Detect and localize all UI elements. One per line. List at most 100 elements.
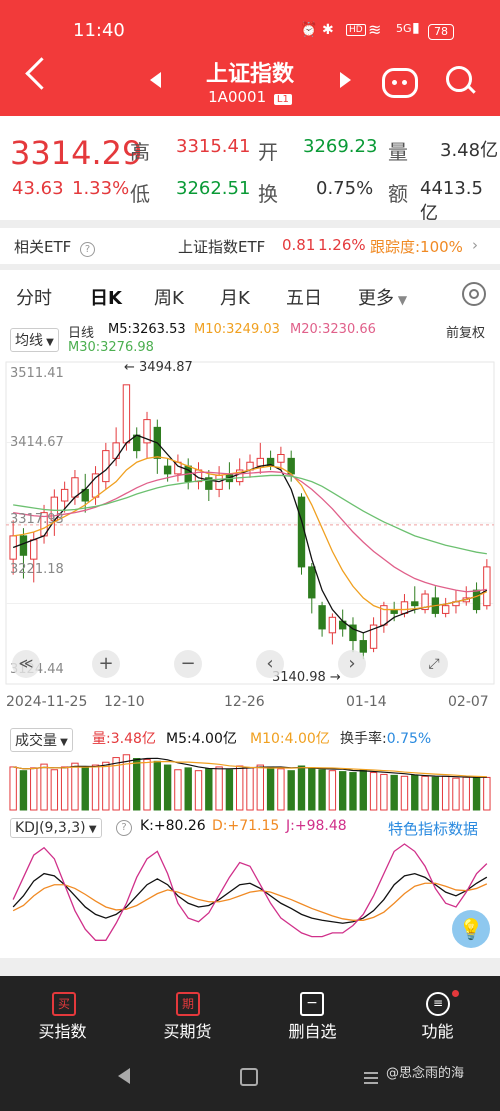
ma30-value: M30:3276.98: [68, 340, 154, 355]
network-label: 5G: [396, 22, 412, 35]
tab-weekly-k[interactable]: 周K: [154, 288, 184, 309]
zoom-out-icon[interactable]: −: [174, 650, 202, 678]
remove-watchlist-button[interactable]: 删自选: [288, 1022, 337, 1041]
candle: [102, 450, 110, 483]
volume-bar: [431, 776, 440, 811]
chevron-right-icon[interactable]: ›: [472, 236, 478, 254]
zoom-in-icon[interactable]: +: [92, 650, 120, 678]
ma-selector[interactable]: 均线 ▼: [10, 328, 59, 352]
etf-name[interactable]: 上证指数ETF: [178, 238, 266, 256]
volume-bar: [421, 775, 429, 811]
scroll-left-icon[interactable]: ‹: [256, 650, 284, 678]
price-axis-label: 3221.18: [10, 562, 64, 577]
tab-intraday[interactable]: 分时: [16, 288, 52, 309]
tab-daily-k[interactable]: 日K: [90, 288, 122, 309]
next-stock-icon[interactable]: [340, 72, 351, 88]
volume-bar: [483, 776, 491, 811]
volume-bar: [112, 757, 120, 811]
volume-bar: [277, 768, 285, 811]
caret-down-icon: ▼: [394, 293, 408, 307]
ma-period: 日线: [68, 326, 95, 341]
volume-bar: [102, 761, 110, 811]
volume-bar: [122, 754, 131, 811]
volume-selector[interactable]: 成交量 ▼: [10, 728, 73, 752]
related-etf-label: 相关ETF: [14, 238, 72, 256]
help-icon[interactable]: ?: [116, 820, 132, 836]
search-icon[interactable]: [446, 66, 476, 94]
prev-stock-icon[interactable]: [150, 72, 161, 88]
low-annotation-value: 3140.98: [272, 670, 326, 685]
volume-bar: [308, 767, 316, 811]
nav-menu-icon[interactable]: [364, 1072, 378, 1074]
volume-bar: [60, 766, 69, 811]
rewind-icon[interactable]: ≪: [12, 650, 40, 678]
volume-bar: [9, 766, 17, 811]
nav-home-icon[interactable]: [240, 1068, 258, 1086]
volume-selector-label: 成交量: [15, 733, 57, 749]
tab-five-day[interactable]: 五日: [286, 288, 322, 309]
function-menu-icon[interactable]: ≡: [426, 992, 450, 1016]
remove-watchlist-icon[interactable]: −: [300, 992, 324, 1016]
candle: [236, 469, 244, 483]
volume-bar: [287, 770, 295, 811]
bottom-action-bar: 买 买指数 期 买期货 − 删自选 ≡ 功能 @思念雨的海: [0, 976, 500, 1111]
feature-indicator-link[interactable]: 特色指标数据: [388, 820, 479, 838]
watermark: @思念雨的海: [386, 1066, 465, 1081]
kdj-k: K:+80.26: [140, 818, 206, 834]
kdj-chart[interactable]: [0, 840, 500, 950]
volume-bar: [163, 764, 172, 811]
tip-bulb-icon[interactable]: 💡: [452, 910, 490, 948]
function-button[interactable]: 功能: [421, 1022, 454, 1041]
buy-futures-icon[interactable]: 期: [176, 992, 200, 1016]
volume-bar: [472, 776, 481, 811]
open-label: 开: [258, 140, 278, 164]
help-icon[interactable]: ?: [80, 242, 96, 257]
volume-chart[interactable]: [0, 750, 500, 812]
volume-bar: [205, 768, 213, 811]
candle: [256, 457, 264, 467]
volume-bar: [246, 767, 254, 811]
buy-index-icon[interactable]: 买: [52, 992, 76, 1016]
fullscreen-icon[interactable]: ⤢: [420, 650, 448, 678]
ma-line-m30: [13, 474, 487, 555]
etf-row-label[interactable]: 相关ETF ?: [14, 236, 96, 257]
volume-bar: [225, 769, 234, 811]
tab-more[interactable]: 更多 ▼: [358, 284, 407, 310]
ma-line-m10: [13, 456, 488, 611]
ma10-value: M10:3249.03: [194, 322, 280, 337]
volume-bar: [143, 758, 151, 811]
low-value: 3262.51: [176, 178, 251, 199]
candle: [483, 566, 491, 607]
high-annotation: ← 3494.87: [124, 360, 193, 375]
divider: [0, 220, 500, 228]
volume-bar: [215, 766, 223, 811]
settings-icon[interactable]: [462, 282, 486, 306]
volume-bar: [194, 770, 203, 811]
volume-bar: [400, 775, 409, 811]
volume-bar: [338, 771, 347, 811]
price-change: 43.63: [12, 178, 64, 199]
volume-bar: [19, 770, 28, 811]
volume-value: 3.48亿: [440, 140, 499, 161]
nav-back-icon[interactable]: [118, 1068, 130, 1084]
kline-chart[interactable]: [0, 360, 500, 690]
kdj-j: J:+98.48: [286, 818, 347, 834]
turnover-rate: 换手率:0.75%: [340, 728, 431, 748]
candle: [143, 419, 151, 444]
tab-monthly-k[interactable]: 月K: [220, 288, 250, 309]
etf-pct: 1.26%: [318, 236, 366, 254]
robot-assistant-icon[interactable]: [382, 68, 418, 98]
candle: [215, 474, 223, 490]
kdj-selector[interactable]: KDJ(9,3,3) ▼: [10, 818, 102, 838]
turnover-value: 0.75%: [316, 178, 374, 199]
buy-futures-button[interactable]: 买期货: [163, 1022, 212, 1041]
candle: [318, 605, 326, 630]
volume-bar: [349, 772, 357, 811]
buy-index-button[interactable]: 买指数: [38, 1022, 87, 1041]
candle: [421, 593, 429, 611]
wifi-icon: ≋: [368, 20, 382, 39]
date-label: 01-14: [346, 694, 387, 710]
scroll-right-icon[interactable]: ›: [338, 650, 366, 678]
adjust-mode[interactable]: 前复权: [446, 326, 486, 341]
volume-bar: [184, 767, 192, 811]
